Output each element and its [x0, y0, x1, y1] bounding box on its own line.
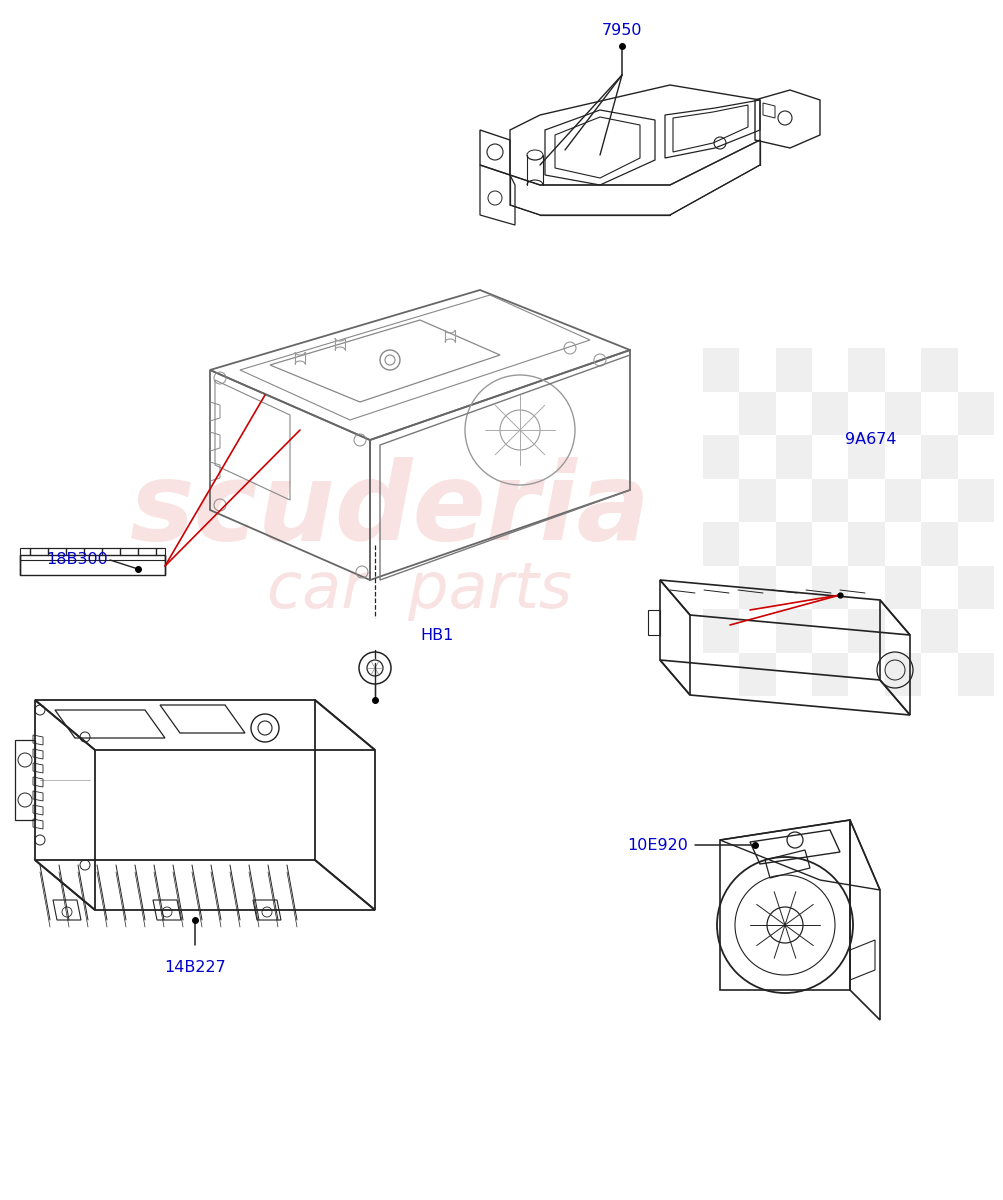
- Bar: [921, 522, 957, 565]
- Bar: [738, 653, 774, 696]
- Bar: [957, 479, 993, 522]
- Bar: [921, 608, 957, 653]
- Bar: [848, 608, 884, 653]
- Text: scuderia: scuderia: [129, 457, 650, 563]
- Bar: [738, 391, 774, 434]
- Bar: [921, 348, 957, 391]
- Bar: [957, 653, 993, 696]
- Text: HB1: HB1: [419, 628, 453, 642]
- Bar: [848, 348, 884, 391]
- Bar: [702, 434, 738, 479]
- Bar: [702, 522, 738, 565]
- Bar: [884, 391, 920, 434]
- Bar: [774, 608, 811, 653]
- Bar: [774, 434, 811, 479]
- Bar: [738, 479, 774, 522]
- Text: 9A674: 9A674: [845, 432, 896, 448]
- Text: 10E920: 10E920: [627, 838, 687, 852]
- Bar: [811, 479, 848, 522]
- Text: 14B227: 14B227: [163, 960, 226, 974]
- Bar: [774, 522, 811, 565]
- Bar: [957, 391, 993, 434]
- Bar: [848, 434, 884, 479]
- Bar: [884, 565, 920, 608]
- Bar: [811, 391, 848, 434]
- Bar: [957, 565, 993, 608]
- Bar: [702, 608, 738, 653]
- Text: car  parts: car parts: [267, 559, 572, 622]
- Text: 18B300: 18B300: [46, 552, 108, 568]
- Text: 7950: 7950: [601, 23, 642, 38]
- Bar: [884, 479, 920, 522]
- Bar: [884, 653, 920, 696]
- Bar: [774, 348, 811, 391]
- Bar: [702, 348, 738, 391]
- Bar: [738, 565, 774, 608]
- Bar: [921, 434, 957, 479]
- Bar: [848, 522, 884, 565]
- Bar: [811, 565, 848, 608]
- Bar: [811, 653, 848, 696]
